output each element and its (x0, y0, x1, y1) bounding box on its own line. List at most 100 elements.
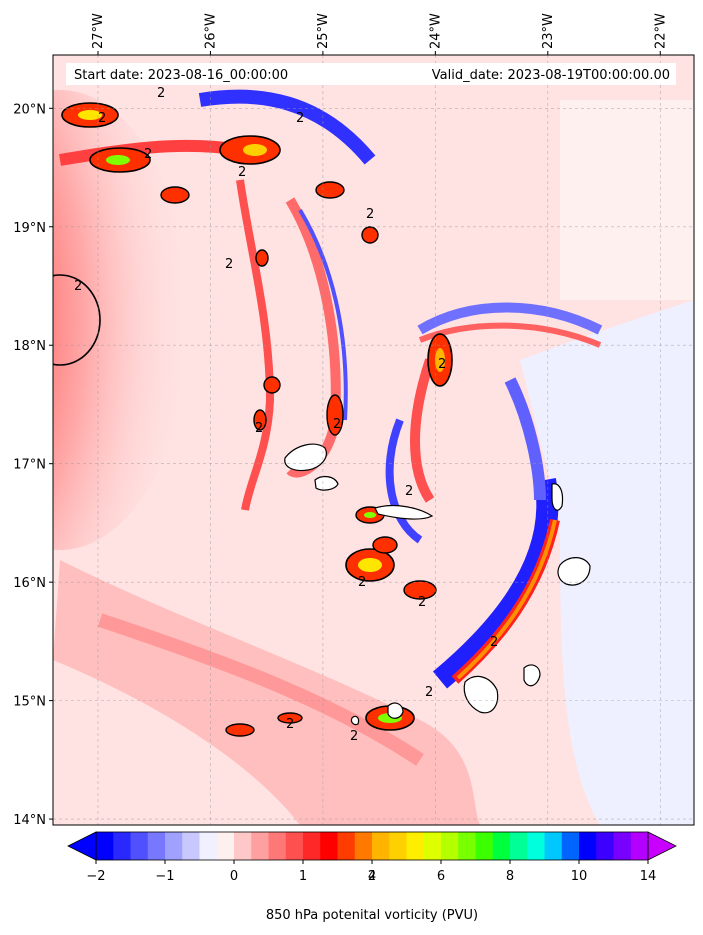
lat-tick-label: 19°N (13, 221, 46, 236)
colorbar-swatch (320, 832, 338, 860)
contour-label: 2 (286, 717, 294, 732)
contour-label: 2 (74, 279, 82, 294)
contour-label: 2 (425, 685, 433, 700)
colorbar-swatch (130, 832, 149, 860)
colorbar-tick-label: 6 (437, 869, 445, 884)
colorbar-swatch (199, 832, 218, 860)
colorbar-swatch (96, 832, 114, 860)
colorbar-tick-label: 8 (506, 869, 514, 884)
colorbar-swatch (561, 832, 580, 860)
colorbar-swatch (406, 832, 425, 860)
header-box (66, 63, 676, 85)
colorbar-swatch (372, 832, 390, 860)
colorbar-swatch (596, 832, 614, 860)
high-pv-cells (53, 102, 453, 737)
colorbar-swatch (337, 832, 356, 860)
contour-label: 2 (225, 257, 233, 272)
colorbar-swatch (165, 832, 183, 860)
colorbar-swatch (613, 832, 632, 860)
contour-label: 2 (438, 357, 446, 372)
colorbar-swatch (492, 832, 511, 860)
colorbar-tick-label: 0 (230, 869, 238, 884)
colorbar-tick-label: 14 (640, 869, 657, 884)
high-pv-blob-west (53, 90, 190, 550)
north-red-patch (59, 139, 241, 166)
colorbar-swatch (510, 832, 528, 860)
colorbar-swatch (113, 832, 131, 860)
lat-tick-label: 15°N (13, 695, 46, 710)
colorbar-swatch (544, 832, 563, 860)
island-boa-vista (557, 557, 591, 586)
colorbar-swatch (251, 832, 269, 860)
colorbar-tick-label: 4 (368, 869, 376, 884)
colorbar-tick-label: 10 (571, 869, 588, 884)
lat-tick-label: 20°N (13, 102, 46, 117)
lon-tick-label: 25°W (316, 13, 331, 49)
colorbar-swatch (354, 832, 373, 860)
colorbar-swatch (268, 832, 287, 860)
gridlines (53, 55, 694, 825)
contour-label: 2 (405, 484, 413, 499)
colorbar-swatch (303, 832, 321, 860)
island-maio (523, 664, 541, 687)
swirl-band (53, 560, 480, 825)
filament-blue-1 (298, 208, 348, 421)
contour-label: 2 (350, 729, 358, 744)
contour-label: 2 (296, 111, 304, 126)
colorbar-swatch (234, 832, 252, 860)
colorbar-swatch (285, 832, 304, 860)
contour-label: 2 (157, 86, 165, 101)
lon-tick-label: 23°W (541, 13, 556, 49)
valid-date-label: Valid_date: 2023-08-19T00:00:00.00 (432, 68, 670, 83)
contour-label: 2 (366, 207, 374, 222)
latitude-axis: 20°N 19°N 18°N 17°N 16°N 15°N 14°N (13, 102, 53, 828)
lon-tick-label: 26°W (203, 13, 218, 49)
colorbar-swatch (147, 832, 166, 860)
colorbar-swatch (458, 832, 476, 860)
colorbar-swatch (216, 832, 235, 860)
contour-label: 2 (238, 165, 246, 180)
colorbar-extend-low (67, 831, 97, 861)
lon-tick-label: 27°W (91, 13, 106, 49)
colorbar-extend-high (647, 831, 677, 861)
colorbar-swatch (182, 832, 200, 860)
ribbon-blue-mid (504, 377, 546, 501)
filament-blue-2 (385, 418, 423, 544)
contour-label: 2 (358, 575, 366, 590)
filament-3 (417, 302, 603, 335)
contour-label: 2 (418, 595, 426, 610)
contour-label: 2 (490, 635, 498, 650)
lon-tick-label: 22°W (653, 13, 668, 49)
colorbar: −2 −1 0 1 24 6 8 10 14 (67, 831, 677, 884)
island-brava (350, 715, 360, 726)
contour-label: 2 (144, 147, 152, 162)
lat-tick-label: 17°N (13, 458, 46, 473)
start-date-label: Start date: 2023-08-16_00:00:00 (74, 68, 288, 83)
lat-tick-label: 14°N (13, 813, 46, 828)
island-fogo (387, 702, 404, 719)
map-frame (52, 54, 695, 826)
colorbar-tick-label: 1 (299, 869, 307, 884)
swirl-band-inner (97, 613, 424, 766)
low-pv-region-east (520, 300, 694, 825)
lon-tick-label: 24°W (428, 13, 443, 49)
island-sao-nicolau (374, 504, 434, 520)
colorbar-swatch (389, 832, 407, 860)
map-area: 2 2 2 2 2 2 2 2 2 2 2 2 2 2 2 2 2 2 (53, 55, 694, 825)
ribbon-blue-se (432, 477, 559, 689)
colorbar-swatch (475, 832, 494, 860)
filament-4 (410, 358, 435, 503)
contour-label: 2 (98, 111, 106, 126)
island-santiago (463, 675, 499, 714)
island-sal (551, 483, 564, 511)
longitude-axis: 27°W 26°W 25°W 24°W 23°W 22°W (91, 13, 668, 55)
north-blue-patch (198, 89, 376, 165)
colorbar-swatch (630, 832, 649, 860)
colorbar-label: 850 hPa potenital vorticity (PVU) (266, 908, 478, 923)
colorbar-tick-label: 2 (368, 869, 376, 884)
colorbar-swatch (423, 832, 442, 860)
contour-labels: 2 2 2 2 2 2 2 2 2 2 2 2 2 2 2 2 2 2 (74, 86, 498, 744)
low-pv-region-ne (560, 100, 694, 300)
lat-tick-label: 18°N (13, 339, 46, 354)
